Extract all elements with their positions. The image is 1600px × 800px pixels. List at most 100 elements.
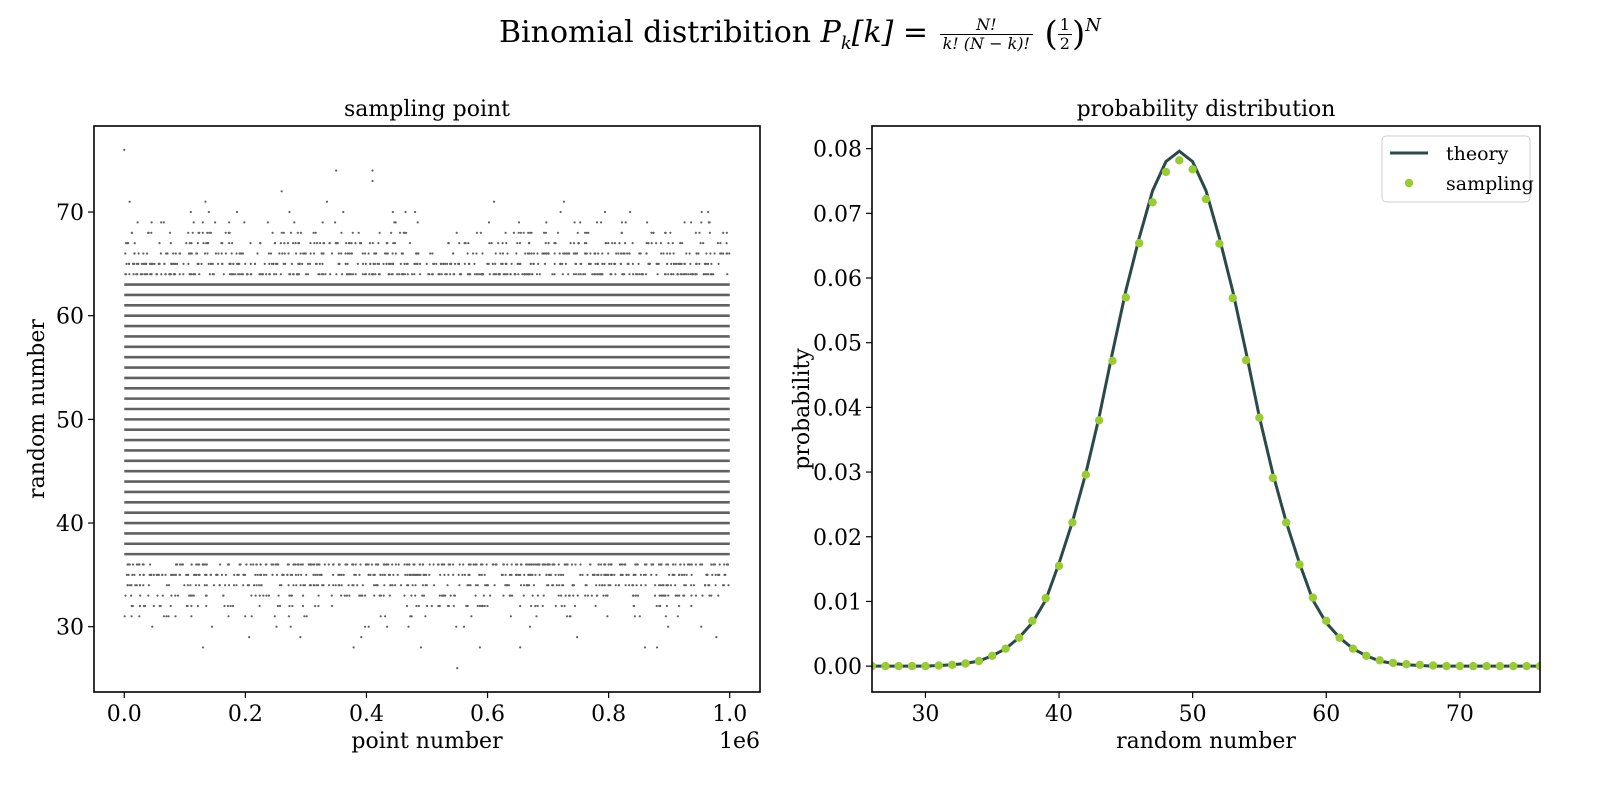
sample-point — [137, 252, 140, 255]
sample-point — [587, 231, 590, 234]
sample-point — [294, 242, 297, 245]
sample-point — [188, 242, 191, 245]
sample-point — [258, 604, 261, 608]
sample-level-33 — [124, 594, 720, 597]
sample-point — [343, 594, 346, 597]
sample-point — [662, 252, 665, 255]
sample-point — [517, 221, 521, 224]
sample-point — [257, 584, 261, 587]
sampling-point — [1308, 593, 1318, 602]
sample-point — [606, 594, 609, 597]
sample-point — [491, 262, 494, 265]
sample-point — [361, 262, 365, 265]
sample-point — [137, 262, 140, 265]
sample-point — [519, 604, 522, 608]
sample-point — [609, 273, 612, 276]
sample-point — [704, 584, 707, 587]
sample-point — [142, 262, 145, 265]
sample-point — [546, 563, 549, 566]
sample-point — [566, 615, 569, 618]
sample-point — [444, 262, 447, 265]
sample-point — [562, 584, 565, 587]
sample-point — [306, 262, 310, 265]
sample-point — [389, 262, 392, 265]
sample-point — [600, 221, 603, 224]
sample-point — [637, 262, 640, 265]
right-y-label: probability — [790, 348, 815, 470]
sample-point — [480, 573, 483, 577]
sample-point — [467, 584, 471, 587]
sample-point — [207, 210, 210, 214]
sample-point — [268, 273, 271, 276]
sample-point — [667, 625, 670, 628]
sample-point — [275, 625, 278, 628]
sample-point — [168, 231, 172, 234]
sample-point — [635, 584, 638, 587]
sample-point — [590, 594, 593, 597]
sample-point — [506, 563, 509, 566]
sample-point — [255, 584, 258, 587]
sample-point — [133, 573, 136, 577]
sample-point — [482, 594, 485, 597]
sample-point — [506, 252, 509, 255]
sample-point — [472, 252, 475, 255]
sample-point — [217, 252, 220, 255]
right-y-tick-label: 0.02 — [813, 526, 862, 551]
sample-point — [278, 584, 281, 587]
sample-point — [205, 604, 208, 608]
sample-point — [576, 636, 579, 639]
sample-point — [557, 573, 560, 577]
sampling-point — [1375, 656, 1384, 665]
sample-point — [619, 563, 622, 566]
sample-point — [485, 563, 488, 566]
sample-point — [603, 210, 607, 214]
sampling-point — [1135, 238, 1144, 248]
sample-point — [123, 615, 126, 618]
sample-point — [398, 273, 401, 276]
sample-point — [174, 573, 177, 577]
sample-point — [559, 573, 563, 577]
sample-point — [273, 242, 277, 245]
sample-point — [142, 563, 145, 566]
sample-point — [313, 242, 316, 245]
sample-point — [608, 262, 611, 265]
sample-point — [421, 594, 424, 597]
sampling-point — [1495, 661, 1505, 671]
legend: theory sampling — [1381, 135, 1534, 203]
sample-point — [642, 573, 646, 577]
sample-point — [601, 262, 604, 265]
sample-point — [700, 563, 704, 566]
sample-point — [127, 262, 130, 265]
sample-point — [602, 594, 605, 597]
sample-point — [544, 563, 547, 566]
sample-point — [241, 252, 244, 255]
sample-point — [191, 231, 194, 234]
sample-point — [157, 573, 160, 577]
sample-point — [133, 242, 136, 245]
sample-point — [417, 573, 421, 577]
sample-point — [708, 231, 712, 234]
right-y-tick-label: 0.01 — [813, 590, 862, 615]
sample-point — [452, 563, 455, 566]
sample-point — [601, 252, 604, 255]
sample-point — [367, 573, 370, 577]
sample-point — [700, 221, 703, 224]
sampling-point — [1402, 660, 1411, 669]
sample-point — [408, 563, 411, 566]
sample-point — [553, 563, 556, 566]
sample-point — [408, 242, 412, 245]
sample-point — [183, 584, 186, 587]
sample-point — [283, 252, 286, 255]
sample-point — [337, 252, 340, 255]
sample-point — [125, 262, 128, 265]
sample-point — [580, 262, 583, 265]
sample-point — [426, 604, 429, 608]
sample-point — [314, 231, 317, 234]
sample-point — [658, 594, 661, 597]
sample-point — [209, 262, 213, 265]
sample-point — [446, 262, 449, 265]
sample-point — [142, 252, 145, 255]
sample-point — [530, 604, 533, 608]
sample-point — [509, 594, 512, 597]
